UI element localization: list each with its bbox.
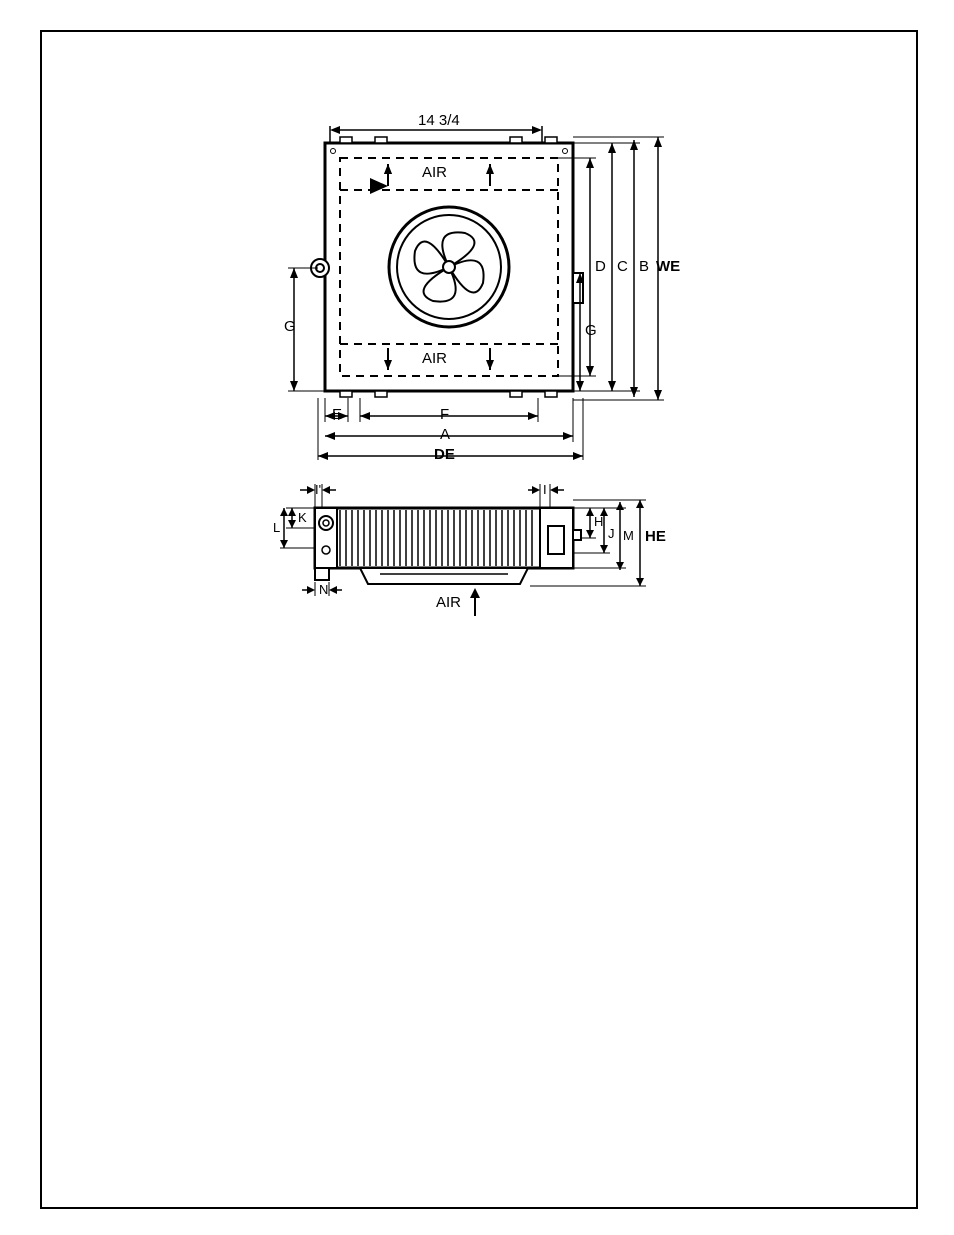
dim-B: B <box>639 258 649 275</box>
dim-G-right: G <box>585 322 597 339</box>
dim-L: L <box>273 520 280 535</box>
dim-A: A <box>440 426 450 443</box>
dim-J: J <box>608 526 615 541</box>
side-view-diagram <box>280 478 700 638</box>
top-view-diagram <box>280 108 700 478</box>
dim-HE: HE <box>645 528 666 545</box>
page: 14 3/4 AIR AIR G D C B WE G E F A DE <box>0 0 954 1235</box>
air-upper: AIR <box>422 164 447 181</box>
dim-14-3-4: 14 3/4 <box>418 112 460 129</box>
air-lower: AIR <box>422 350 447 367</box>
dim-I: I <box>543 482 547 497</box>
dim-I-prime: I' <box>315 482 321 497</box>
dim-WE: WE <box>656 258 680 275</box>
dim-C: C <box>617 258 628 275</box>
dim-G-left: G <box>284 318 296 335</box>
air-side: AIR <box>436 594 461 611</box>
dim-H: H <box>594 514 603 529</box>
dim-F: F <box>440 406 449 423</box>
dim-DE: DE <box>434 446 455 463</box>
dim-D: D <box>595 258 606 275</box>
dim-N: N <box>319 582 328 597</box>
dim-M: M <box>623 528 634 543</box>
dim-K: K <box>298 510 307 525</box>
dim-E: E <box>332 406 342 423</box>
